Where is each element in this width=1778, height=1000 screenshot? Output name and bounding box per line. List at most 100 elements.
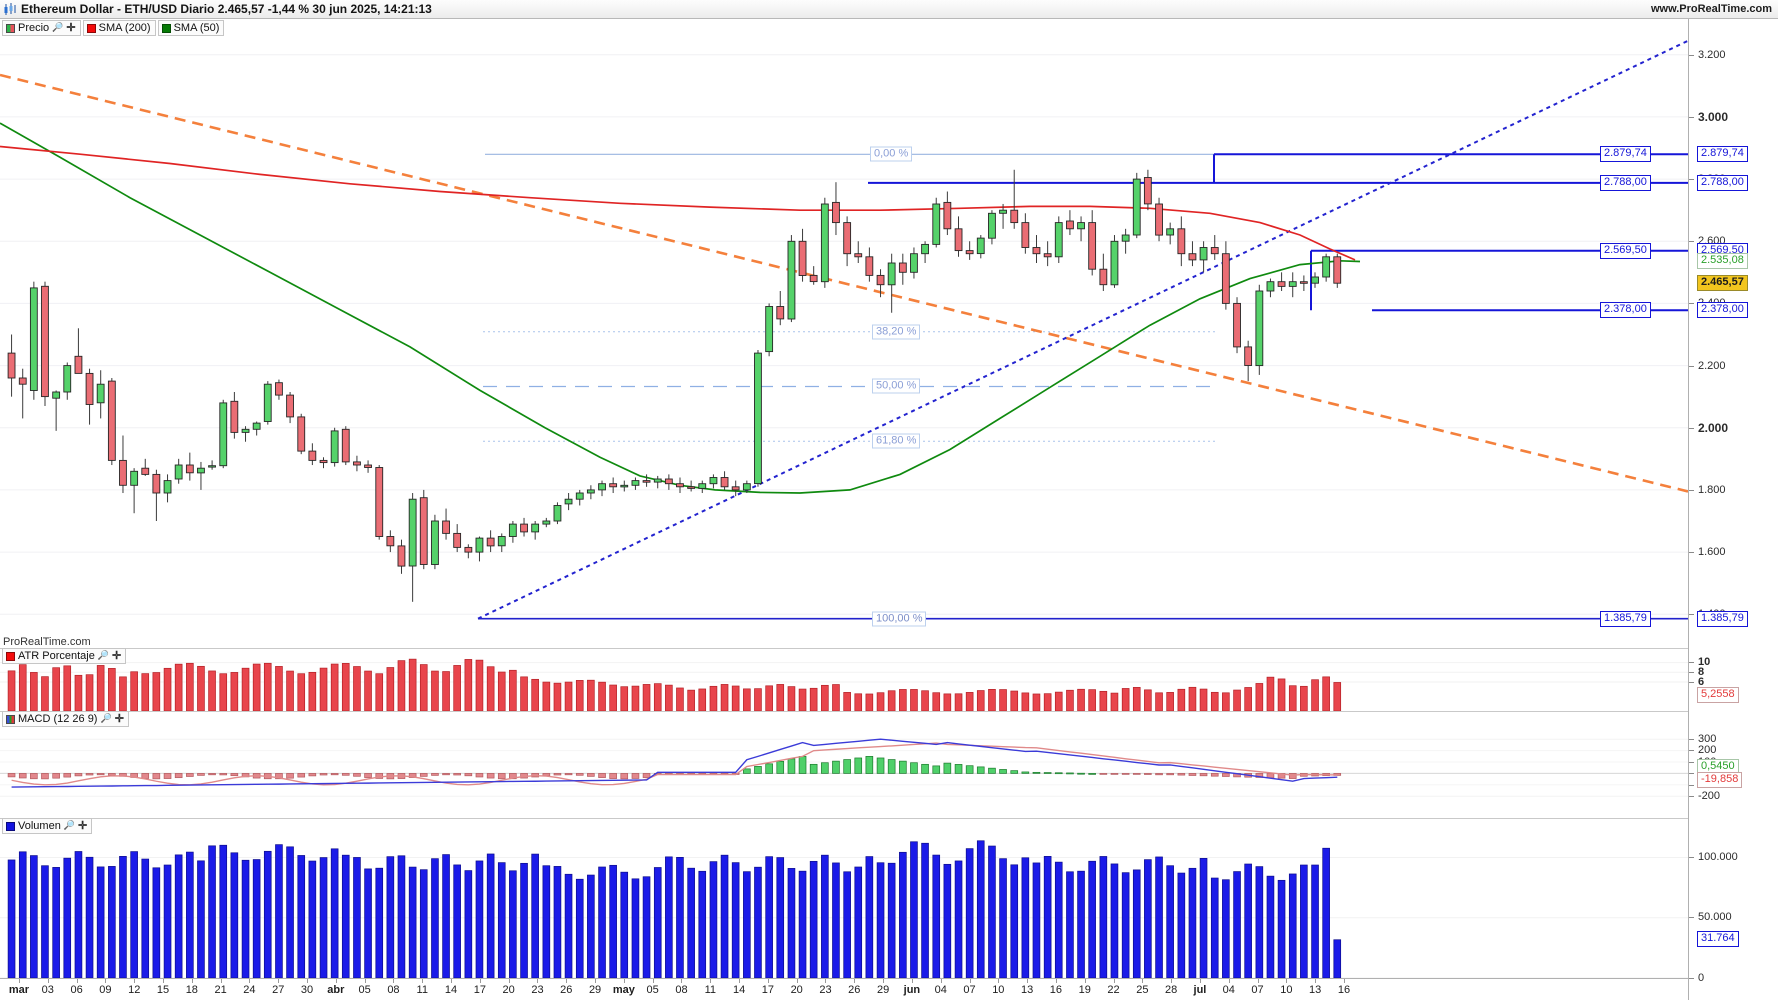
legend-chip-macd[interactable]: MACD (12 26 9) ✛ [2,711,129,727]
date-axis[interactable]: mar 03 06 09 12 15 18 21 24 27 30 abr 05 08 11 14 17 20 23… [0,978,1688,1000]
magnifier-icon[interactable] [100,714,111,724]
magnifier-icon[interactable] [98,651,109,661]
support-1385[interactable]: 1.385,79 [1697,610,1748,627]
price-axis-tick: 2.000 [1689,421,1728,435]
macd-indicator-plot[interactable] [0,711,1688,818]
support-2378[interactable]: 2.378,00 [1697,302,1748,319]
price-axis-tick: 2.200 [1689,360,1726,372]
window-title: Ethereum Dollar - ETH/USD Diario 2.465,5… [21,2,432,16]
magnifier-icon[interactable] [64,821,75,831]
date-tick-label: 11 [704,984,716,996]
date-tick-label: 10 [992,984,1005,996]
price-tick-label: 3.000 [1698,109,1729,124]
fib-level-label: 38,20 % [872,324,921,340]
date-tick-label: 19 [1078,984,1091,996]
macd-legend-row: MACD (12 26 9) ✛ [2,711,131,727]
macd-tick-label: 300 [1698,732,1717,745]
plus-icon[interactable]: ✛ [112,649,122,662]
macd-axis-tick: 300 [1689,733,1716,745]
legend-chip-sma200[interactable]: SMA (200) [82,20,156,36]
date-tick-mark [767,979,769,983]
price-chart-plot[interactable] [0,19,1688,636]
date-tick-label: 05 [646,984,659,996]
date-tick-mark [508,979,510,983]
macd-value-1[interactable]: -19,858 [1697,772,1743,788]
volume-indicator-plot[interactable] [0,818,1688,978]
date-tick-mark [854,979,856,983]
plus-icon[interactable]: ✛ [114,712,124,725]
date-tick-label: 25 [1136,984,1149,996]
date-tick-mark [652,979,654,983]
resistance-2569-inchart[interactable]: 2.569,50 [1600,242,1651,259]
date-tick-label: 10 [1280,984,1293,996]
date-tick-mark [595,979,597,983]
plus-icon[interactable]: ✛ [66,21,76,34]
date-tick-mark [307,979,309,983]
price-axis[interactable]: 3.2003.0002.8002.6002.4002.2002.0001.800… [1688,19,1778,1000]
macd-value-0[interactable]: 0,5450 [1697,759,1739,775]
volume-tick-label: 0 [1698,972,1705,984]
atr-current-value[interactable]: 5,2558 [1697,687,1739,704]
date-tick-mark [940,979,942,983]
date-tick-label: 13 [1020,984,1034,996]
magnifier-icon[interactable] [52,23,63,33]
legend-chip-sma50[interactable]: SMA (50) [157,20,225,36]
macd-axis-tick: -200 [1689,790,1720,802]
date-tick-label: 23 [819,984,832,996]
support-1385-inchart[interactable]: 1.385,79 [1600,610,1651,627]
atr-tick-label: 6 [1698,675,1705,688]
date-tick-label: 08 [675,984,688,996]
atr-tick-label: 10 [1698,655,1711,668]
date-tick-label: 14 [732,984,746,996]
fib-level-label: 0,00 % [870,146,913,162]
date-tick-label: 15 [156,984,170,996]
date-tick-label: 22 [1107,984,1120,996]
date-tick-label: 08 [387,984,400,996]
resistance-2788-inchart[interactable]: 2.788,00 [1600,174,1651,191]
legend-chip-price[interactable]: Precio ✛ [2,20,81,36]
candle-swatch-icon [6,23,15,33]
resistance-2879-inchart[interactable]: 2.879,74 [1600,146,1651,163]
plus-icon[interactable]: ✛ [78,819,88,832]
date-tick-label: 21 [214,984,227,996]
price-legend-row: Precio ✛ SMA (200) SMA (50) [2,20,226,36]
volume-axis-tick: 50.000 [1689,911,1732,923]
legend-label-price: Precio [18,22,50,34]
date-tick-label: 16 [1337,984,1351,996]
date-tick-mark [393,979,395,983]
volume-current-value[interactable]: 31.764 [1697,931,1739,948]
atr-indicator-plot[interactable] [0,648,1688,711]
last-price[interactable]: 2.465,57 [1697,275,1748,292]
date-tick-label: 20 [502,984,515,996]
date-tick-label: abr [327,984,345,996]
price-tick-label: 3.200 [1698,48,1726,61]
fib-level-label: 50,00 % [872,378,921,394]
date-tick-label: jul [1193,984,1207,996]
date-tick-mark [566,979,568,983]
date-tick-mark [451,979,453,983]
date-tick-label: 12 [128,984,141,996]
fib-level-label: 61,80 % [872,433,921,449]
legend-chip-volume[interactable]: Volumen ✛ [2,818,93,834]
date-tick-label: 29 [588,984,602,996]
date-tick-label: 17 [761,984,774,996]
date-tick-label: 03 [41,984,54,996]
atr-axis-tick: 8 [1689,666,1704,678]
date-tick-mark [47,979,49,983]
sma50-value[interactable]: 2.535,08 [1697,253,1748,270]
date-tick-mark [1171,979,1173,983]
legend-label-atr: ATR Porcentaje [18,650,95,662]
price-axis-tick: 3.200 [1689,49,1726,61]
fib-level-label: 100,00 % [872,611,927,627]
support-2378-inchart[interactable]: 2.378,00 [1600,302,1651,319]
legend-chip-atr[interactable]: ATR Porcentaje ✛ [2,648,127,664]
legend-label-volume: Volumen [18,820,61,832]
date-tick-mark [105,979,107,983]
date-tick-label: 07 [1251,984,1264,996]
resistance-2879[interactable]: 2.879,74 [1697,146,1748,163]
resistance-2788[interactable]: 2.788,00 [1697,174,1748,191]
date-tick-label: 29 [876,984,890,996]
date-tick-mark [479,979,481,983]
date-tick-mark [19,979,20,983]
volume-legend-row: Volumen ✛ [2,818,94,834]
